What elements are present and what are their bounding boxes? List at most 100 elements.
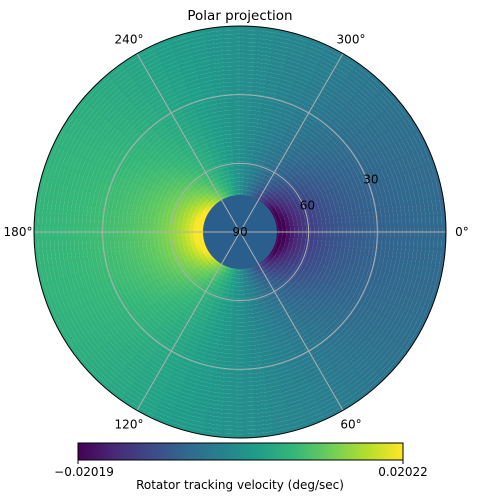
heatmap-cell xyxy=(283,204,290,212)
heatmap-cell xyxy=(325,232,331,241)
heatmap-cell xyxy=(359,145,371,160)
heatmap-cell xyxy=(92,297,103,314)
heatmap-cell xyxy=(56,129,69,149)
heatmap-cell xyxy=(408,151,420,170)
heatmap-cell xyxy=(399,118,413,137)
heatmap-cell xyxy=(345,140,358,154)
heatmap-cell xyxy=(230,125,241,131)
heatmap-cell xyxy=(298,226,303,233)
heatmap-cell xyxy=(303,256,310,264)
heatmap-cell xyxy=(213,322,224,329)
heatmap-cell xyxy=(256,135,267,142)
heatmap-cell xyxy=(307,198,314,208)
heatmap-cell xyxy=(281,342,294,351)
heatmap-cell xyxy=(170,414,190,424)
heatmap-cell xyxy=(155,348,169,359)
heatmap-cell xyxy=(222,134,233,140)
heatmap-cell xyxy=(318,151,329,162)
heatmap-cell xyxy=(299,393,318,404)
heatmap-cell xyxy=(295,307,306,317)
heatmap-cell xyxy=(205,353,219,361)
heatmap-cell xyxy=(148,254,156,265)
heatmap-cell xyxy=(180,176,188,185)
heatmap-cell xyxy=(336,195,343,207)
heatmap-cell xyxy=(223,397,240,403)
heatmap-cell xyxy=(179,139,190,149)
heatmap-cell xyxy=(57,230,63,248)
heatmap-cell xyxy=(295,110,308,120)
heatmap-cell xyxy=(130,240,136,252)
heatmap-cell xyxy=(46,196,53,216)
heatmap-cell xyxy=(307,212,314,221)
heatmap-cell xyxy=(59,312,72,332)
heatmap-cell xyxy=(175,188,183,197)
heatmap-cell xyxy=(383,163,393,179)
heatmap-cell xyxy=(287,284,296,293)
heatmap-cell xyxy=(87,355,103,373)
heatmap-cell xyxy=(361,366,378,382)
heatmap-cell xyxy=(305,150,316,161)
heatmap-cell xyxy=(94,205,101,220)
heatmap-cell xyxy=(161,393,180,404)
heatmap-cell xyxy=(228,97,241,103)
heatmap-cell xyxy=(102,266,111,281)
heatmap-cell xyxy=(289,158,299,167)
heatmap-cell xyxy=(188,153,198,162)
heatmap-cell xyxy=(106,321,119,337)
heatmap-cell xyxy=(228,289,235,295)
heatmap-cell xyxy=(74,324,88,342)
heatmap-cell xyxy=(172,129,184,139)
heatmap-cell xyxy=(259,342,271,349)
heatmap-cell xyxy=(116,149,128,163)
heatmap-cell xyxy=(119,251,126,264)
heatmap-cell xyxy=(321,271,330,282)
heatmap-cell xyxy=(373,354,389,371)
heatmap-cell xyxy=(356,360,372,376)
heatmap-cell xyxy=(213,371,228,378)
heatmap-cell xyxy=(188,316,199,325)
heatmap-cell xyxy=(363,143,375,158)
heatmap-cell xyxy=(60,331,75,351)
heatmap-cell xyxy=(248,134,258,140)
heatmap-cell xyxy=(258,123,270,130)
heatmap-cell xyxy=(379,284,389,300)
heatmap-cell xyxy=(112,68,130,84)
heatmap-cell xyxy=(369,183,378,198)
heatmap-cell xyxy=(189,258,196,266)
heatmap-cell xyxy=(357,253,365,266)
heatmap-cell xyxy=(229,337,240,343)
heatmap-cell xyxy=(102,308,114,323)
heatmap-cell xyxy=(203,427,223,434)
heatmap-cell xyxy=(142,309,154,322)
heatmap-cell xyxy=(152,315,164,326)
heatmap-cell xyxy=(239,274,245,279)
heatmap-cell xyxy=(94,268,103,284)
heatmap-cell xyxy=(321,201,328,211)
heatmap-cell xyxy=(210,334,222,341)
heatmap-cell xyxy=(149,382,167,394)
heatmap-cell xyxy=(427,248,434,268)
heatmap-cell xyxy=(215,177,222,183)
heatmap-cell xyxy=(376,166,386,182)
heatmap-cell xyxy=(149,238,155,248)
heatmap-cell xyxy=(142,296,153,309)
heatmap-cell xyxy=(139,299,150,311)
heatmap-cell xyxy=(212,74,228,81)
heatmap-cell xyxy=(151,378,169,390)
heatmap-cell xyxy=(74,245,81,261)
heatmap-cell xyxy=(62,245,69,263)
heatmap-cell xyxy=(141,165,151,177)
heatmap-cell xyxy=(139,266,148,277)
heatmap-cell xyxy=(416,183,424,202)
heatmap-cell xyxy=(292,176,301,185)
heatmap-cell xyxy=(154,184,163,194)
heatmap-cell xyxy=(127,250,134,262)
heatmap-cell xyxy=(166,243,173,252)
heatmap-cell xyxy=(91,164,101,180)
heatmap-cell xyxy=(150,69,168,82)
heatmap-cell xyxy=(194,149,205,158)
heatmap-cell xyxy=(320,400,340,413)
heatmap-cell xyxy=(351,117,366,132)
heatmap-cell xyxy=(240,73,255,79)
